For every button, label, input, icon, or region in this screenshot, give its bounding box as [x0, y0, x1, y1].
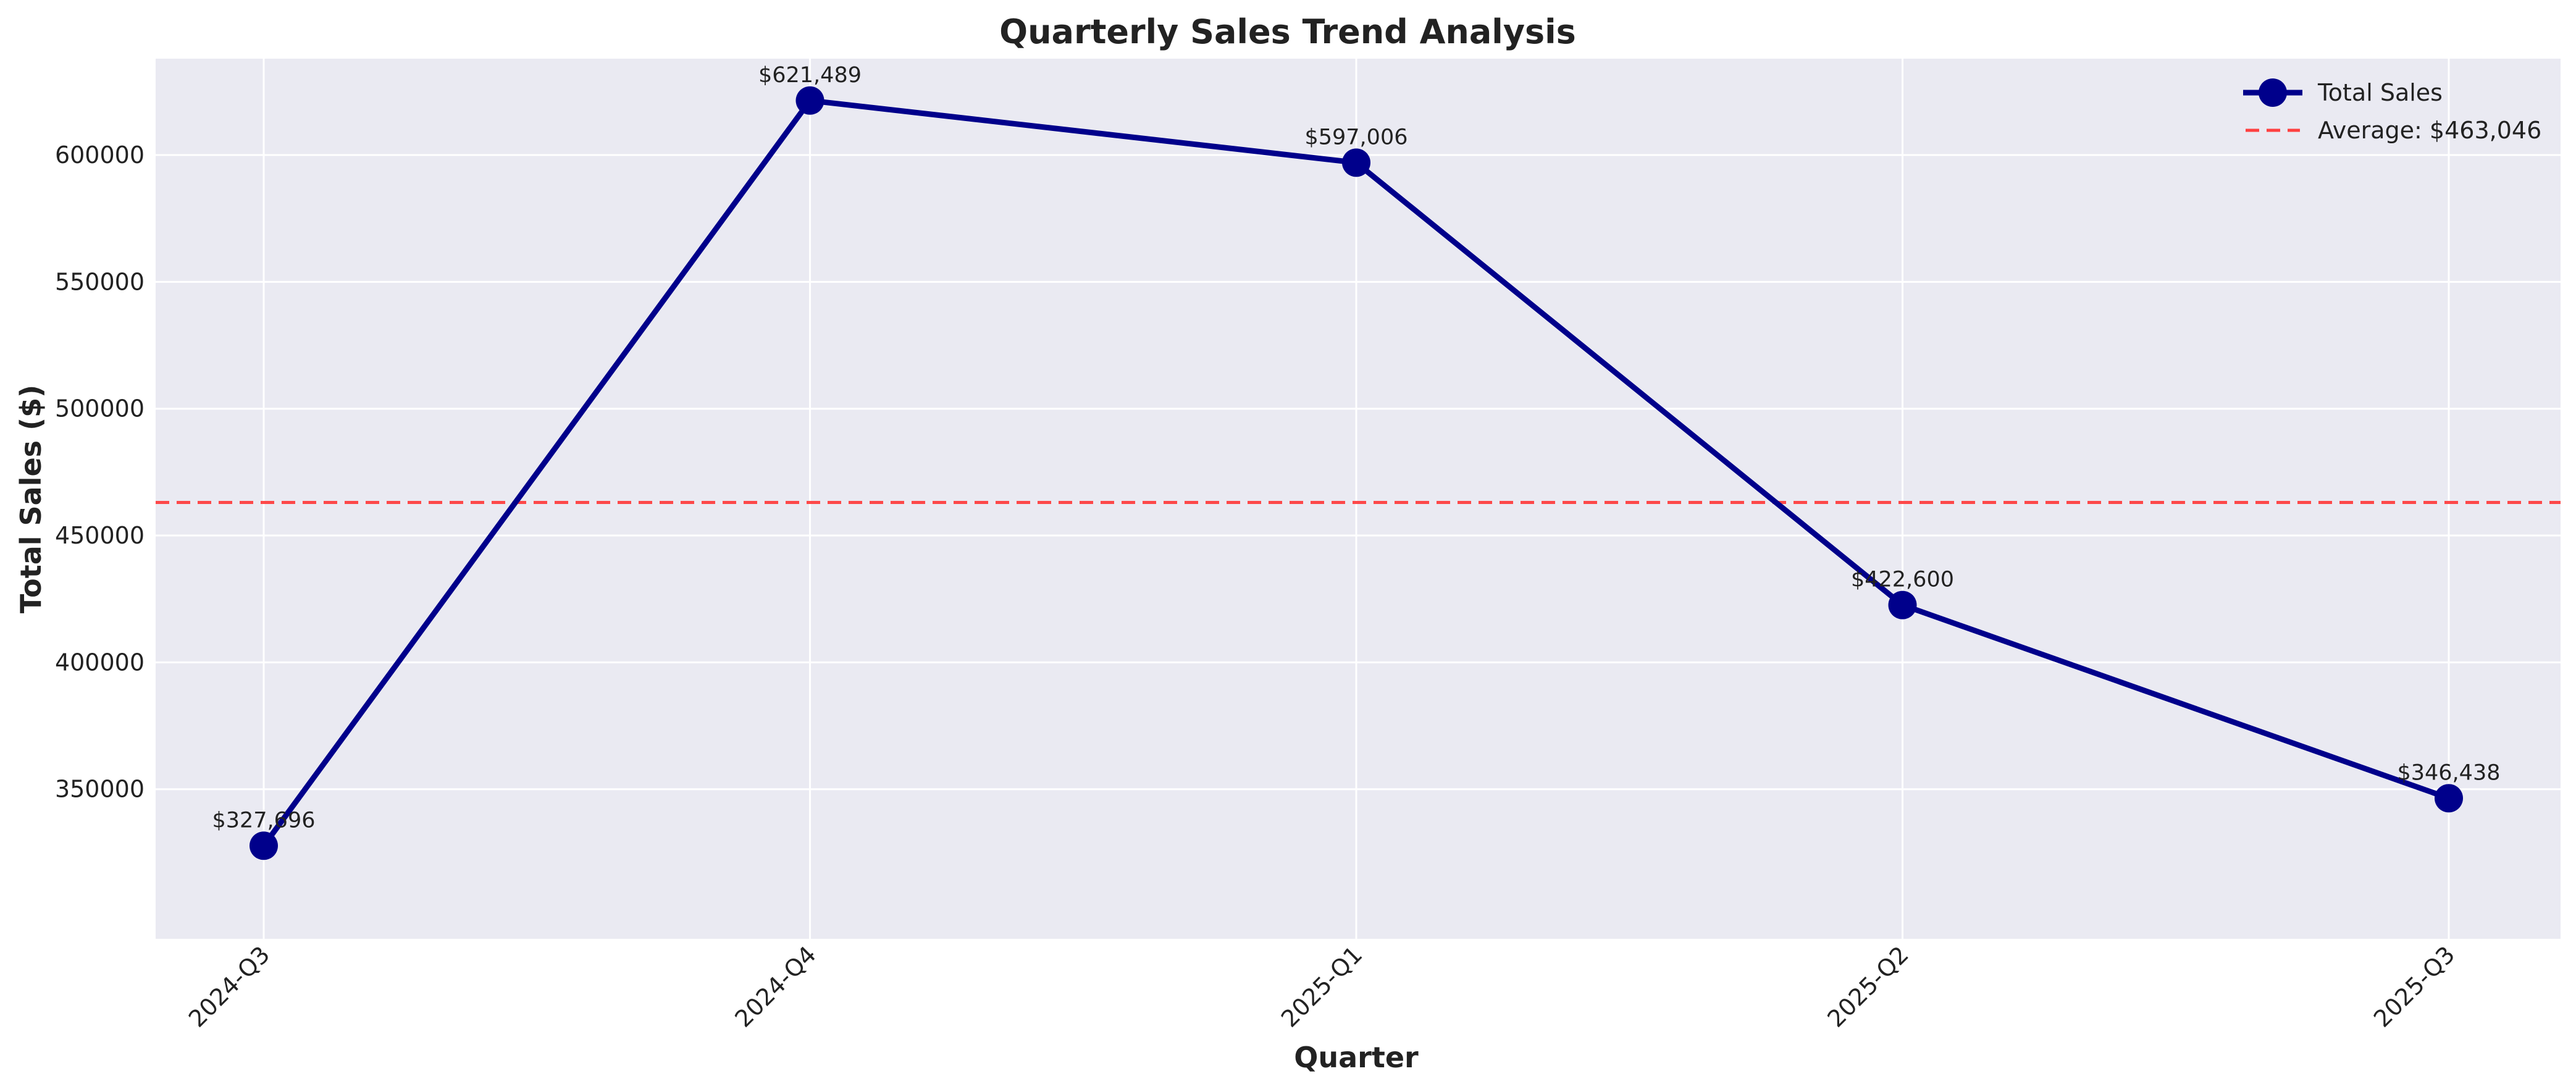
y-tick-label: 400000: [55, 649, 145, 676]
data-point: [1888, 590, 1917, 620]
data-label: $346,438: [2397, 760, 2500, 785]
legend-label-average: Average: $463,046: [2318, 117, 2541, 144]
series-layer: [250, 86, 2463, 860]
y-tick-label: 500000: [55, 395, 145, 422]
y-tick-label: 550000: [55, 268, 145, 295]
data-point: [795, 86, 824, 115]
data-label: $597,006: [1304, 125, 1408, 149]
y-tick-label: 600000: [55, 141, 145, 169]
legend-marker-total-sales: [2259, 78, 2287, 107]
data-point: [1342, 148, 1370, 177]
data-labels: $327,696 $621,489 $597,006 $422,600 $346,438: [212, 63, 2500, 833]
x-tick-label: 2024-Q3: [183, 941, 275, 1032]
data-point: [250, 831, 278, 860]
x-axis-label: Quarter: [1294, 1041, 1419, 1074]
data-point: [2435, 784, 2463, 813]
data-label: $422,600: [1851, 568, 1954, 592]
y-axis-label: Total Sales ($): [14, 385, 48, 613]
x-tick-label: 2025-Q3: [2368, 941, 2460, 1032]
data-label: $621,489: [758, 63, 862, 88]
y-tick-label: 450000: [55, 522, 145, 549]
y-tick-label: 350000: [55, 776, 145, 803]
x-tick-label: 2024-Q4: [729, 941, 821, 1032]
legend-label-total-sales: Total Sales: [2317, 79, 2443, 106]
x-tick-label: 2025-Q1: [1276, 941, 1367, 1032]
chart-title: Quarterly Sales Trend Analysis: [999, 12, 1576, 51]
x-tick-label: 2025-Q2: [1822, 941, 1913, 1032]
data-label: $327,696: [212, 808, 315, 833]
legend: Total Sales Average: $463,046: [2243, 78, 2541, 144]
plot-area: [156, 59, 2561, 939]
